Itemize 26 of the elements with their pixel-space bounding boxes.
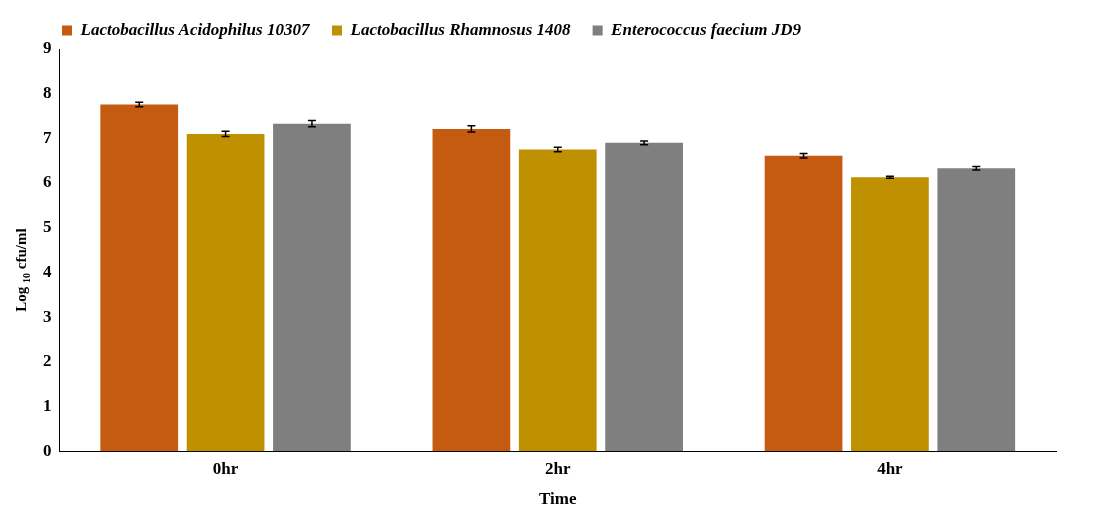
bar	[518, 149, 597, 452]
legend-label: Lactobacillus Acidophilus 10307	[79, 19, 311, 39]
bar	[605, 142, 683, 452]
x-tick-label: 2hr	[545, 458, 571, 478]
legend-label: Enterococcus faecium JD9	[610, 19, 802, 39]
bar	[273, 123, 351, 452]
y-tick-label: 3	[43, 306, 52, 326]
y-tick-label: 0	[43, 440, 52, 460]
y-tick-label: 9	[43, 38, 52, 58]
y-tick-label: 5	[43, 217, 52, 237]
bar	[100, 104, 179, 452]
x-tick-label: 4hr	[877, 458, 904, 478]
x-axis-title: Time	[539, 489, 577, 509]
bar	[937, 168, 1016, 452]
bar	[764, 155, 843, 452]
y-tick-label: 4	[43, 261, 52, 281]
legend-label: Lactobacillus Rhamnosus 1408	[349, 19, 572, 39]
y-tick-label: 6	[43, 172, 52, 192]
y-tick-label: 8	[43, 83, 52, 103]
y-tick-label: 7	[43, 127, 52, 147]
x-tick-label: 0hr	[212, 458, 239, 478]
y-tick-label: 2	[43, 351, 52, 371]
bar	[851, 177, 929, 452]
bar	[186, 133, 265, 452]
y-tick-label: 1	[43, 395, 52, 415]
bar	[432, 128, 511, 452]
